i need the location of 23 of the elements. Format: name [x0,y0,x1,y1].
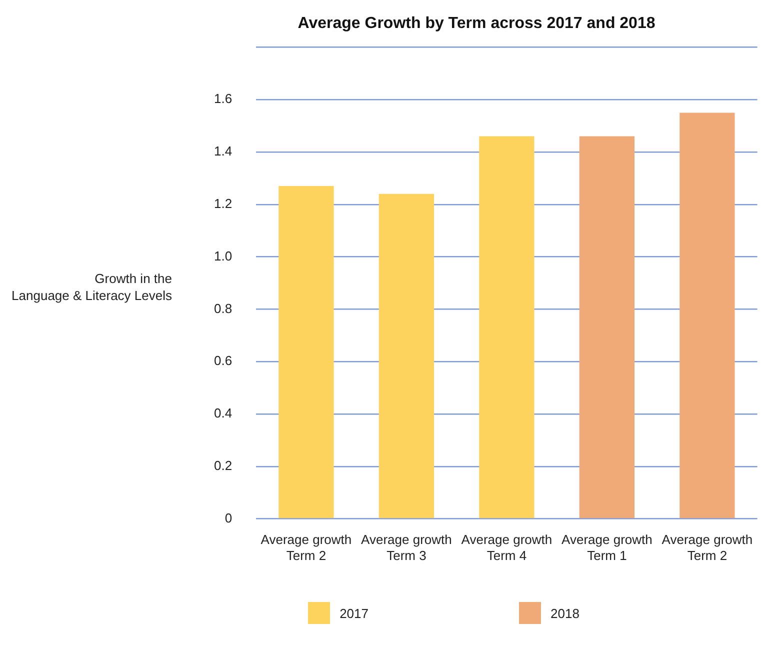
x-tick-label: Average growth Term 4 [461,532,552,563]
y-axis-title: Growth in the Language & Literacy Levels [10,270,172,304]
x-tick-label: Average growth Term 3 [361,532,452,563]
y-tick-label: 1.6 [214,91,232,106]
bar [680,112,735,518]
bar [278,186,334,518]
y-tick-label: 1.0 [214,248,232,264]
bar [479,136,534,518]
legend-label: 2018 [550,606,580,620]
y-tick-label: 0.8 [214,300,232,316]
y-tick-label: 1.4 [214,144,232,159]
y-tick-label: 0.2 [214,458,232,473]
y-tick-label: 0 [224,510,232,526]
bar [579,136,635,518]
y-tick-label: 0.4 [214,406,232,421]
y-tick-label: 1.2 [214,196,232,211]
x-tick-label: Average growth Term 2 [260,532,352,563]
bar [378,194,434,518]
chart-title: Average Growth by Term across 2017 and 2018 [298,15,656,32]
x-tick-label: Average growth Term 2 [662,532,753,563]
x-tick-label: Average growth Term 1 [562,532,652,563]
legend-label: 2017 [340,606,368,620]
y-tick-label: 0.6 [214,353,232,368]
